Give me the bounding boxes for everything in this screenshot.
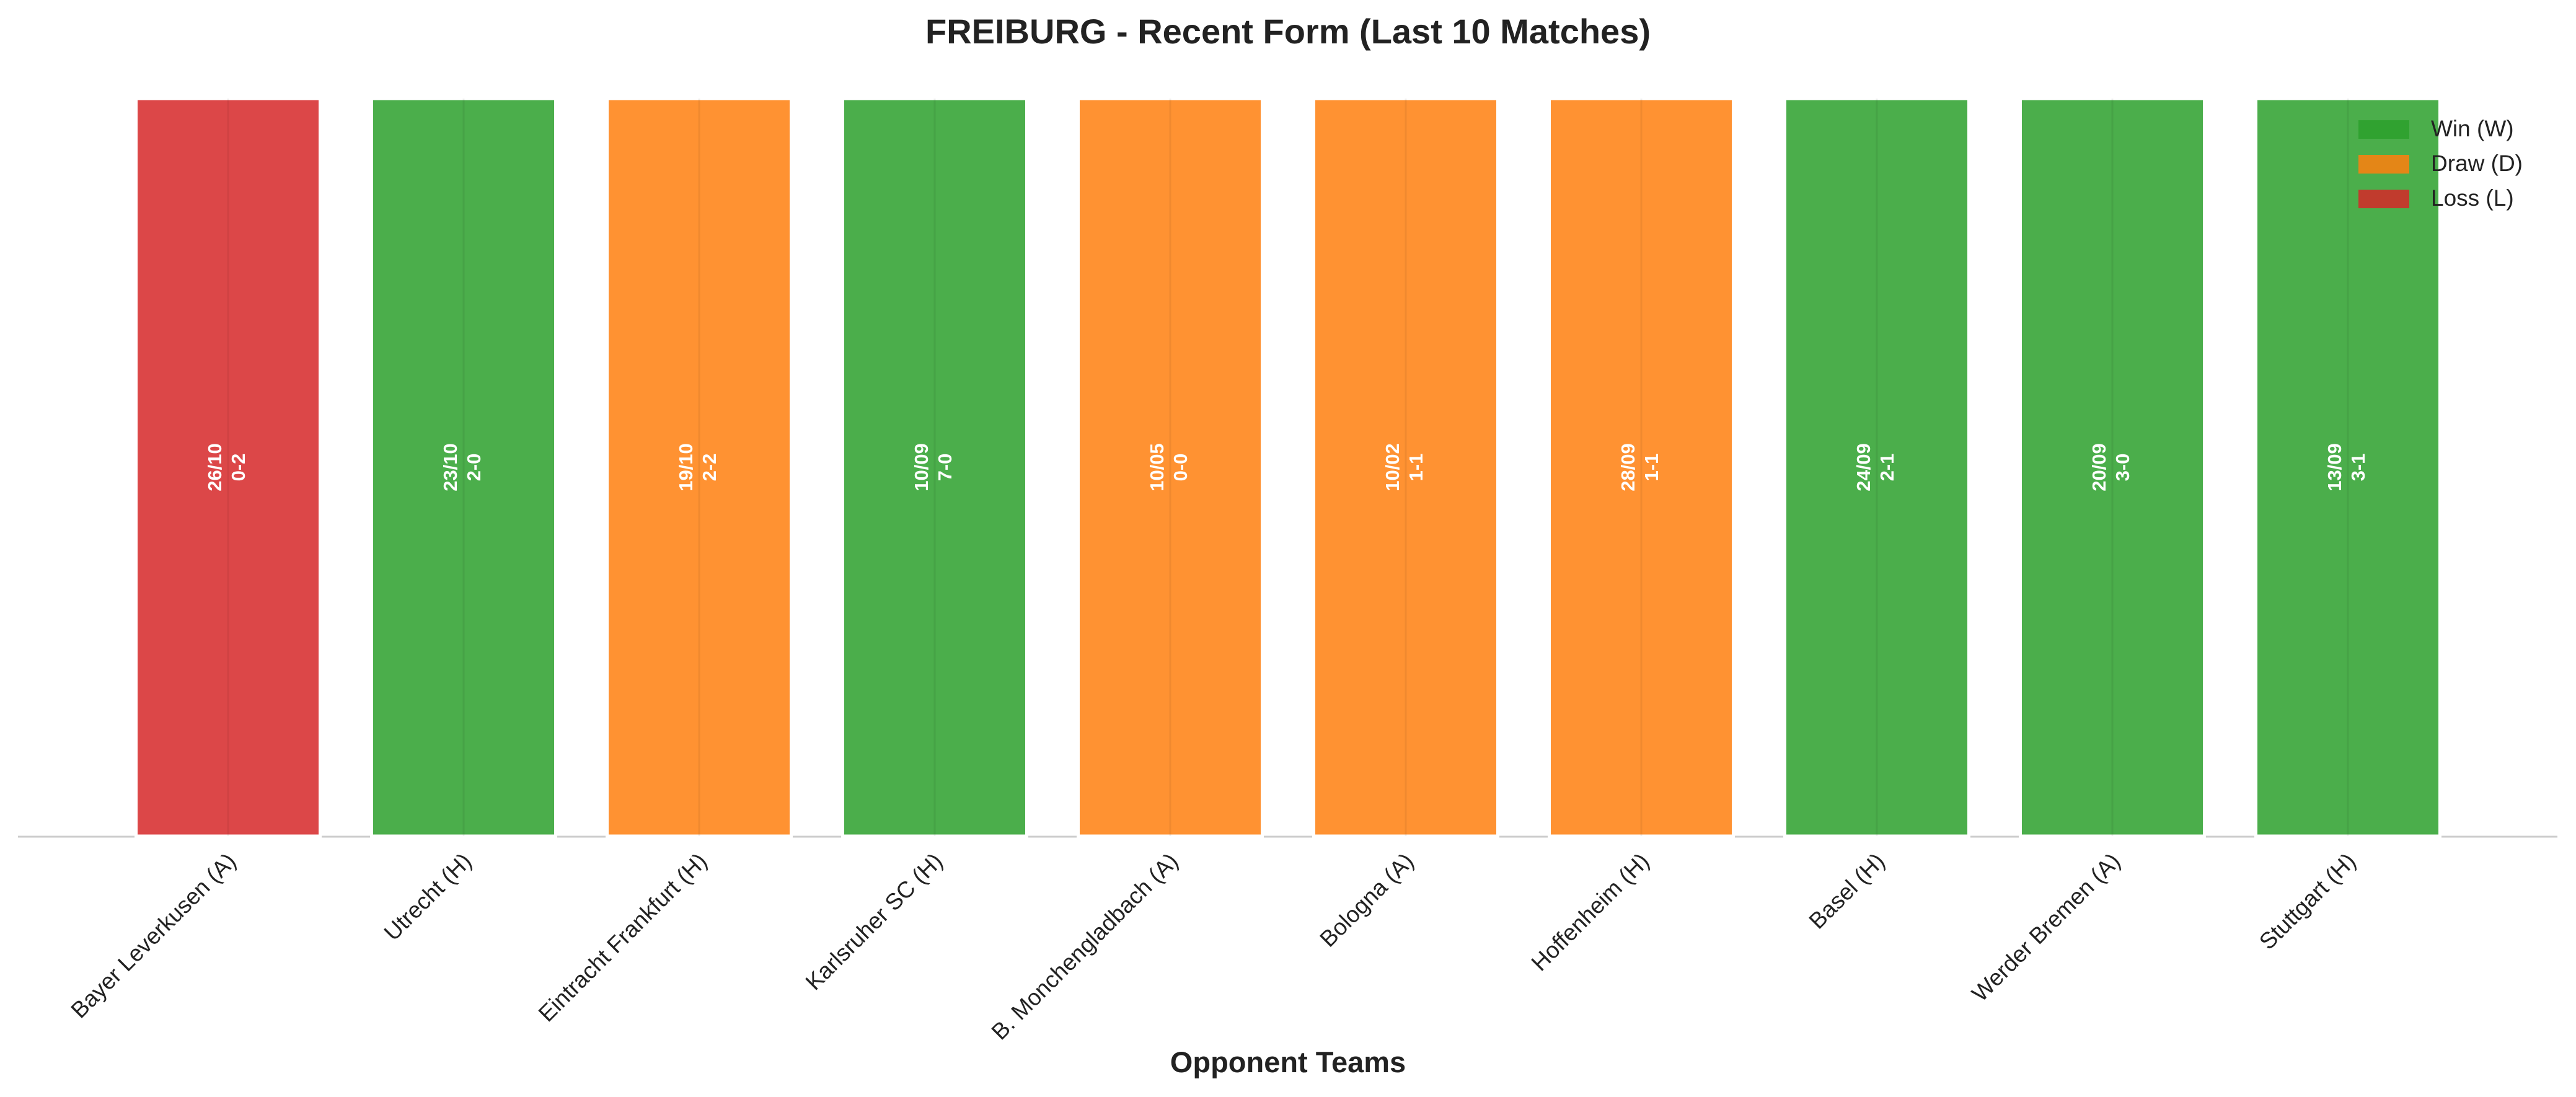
x-tick-label: Eintracht Frankfurt (H) [534,848,712,1027]
bar-date-label: 23/10 [439,443,461,491]
bar-date-label: 10/02 [1382,443,1403,491]
bar-date-label: 26/10 [204,443,226,491]
legend-swatch [2358,190,2409,208]
chart-title: FREIBURG - Recent Form (Last 10 Matches) [925,12,1651,51]
bar-date-label: 20/09 [2088,443,2110,491]
legend-label: Win (W) [2431,116,2514,141]
x-tick-label: Karlsruher SC (H) [801,848,948,995]
bar [135,97,322,838]
bar-date-label: 24/09 [1853,443,1874,491]
bar-score-label: 1-1 [1641,454,1662,482]
bar [2019,97,2206,838]
x-tick-label: Bologna (A) [1315,848,1418,952]
bar-score-label: 3-0 [2112,454,2133,482]
bar-score-label: 2-0 [463,454,485,482]
bar-date-label: 28/09 [1617,443,1639,491]
bar [1783,97,1970,838]
bar-score-label: 0-0 [1170,454,1191,482]
bar [841,97,1028,838]
x-axis-title: Opponent Teams [1170,1046,1406,1078]
x-tick-label: Stuttgart (H) [2254,848,2360,954]
x-tick-label: Basel (H) [1804,848,1890,934]
bar [2254,97,2441,838]
bar-score-label: 1-1 [1405,454,1427,482]
legend-swatch [2358,120,2409,139]
bar [1312,97,1499,838]
x-tick-label: Hoffenheim (H) [1527,848,1654,976]
bar-score-label: 0-2 [227,454,249,482]
legend-label: Loss (L) [2431,185,2514,211]
bar [1548,97,1735,838]
bar-date-label: 19/10 [675,443,697,491]
bar [1077,97,1264,838]
bar-score-label: 2-2 [699,454,720,482]
x-tick-label: Utrecht (H) [379,848,477,946]
x-tick-label: Bayer Leverkusen (A) [66,848,241,1023]
bar [370,97,557,838]
bar [606,97,793,838]
bar-score-label: 3-1 [2347,454,2369,482]
bar-score-label: 2-1 [1876,454,1898,482]
x-tick-label: Werder Bremen (A) [1967,848,2125,1007]
bar-date-label: 10/09 [911,443,932,491]
legend-swatch [2358,155,2409,174]
x-tick-label: B. Monchengladbach (A) [987,848,1183,1045]
bar-score-label: 7-0 [934,454,956,482]
bar-date-label: 10/05 [1146,443,1168,491]
bar-date-label: 13/09 [2324,443,2345,491]
legend-label: Draw (D) [2431,151,2523,176]
